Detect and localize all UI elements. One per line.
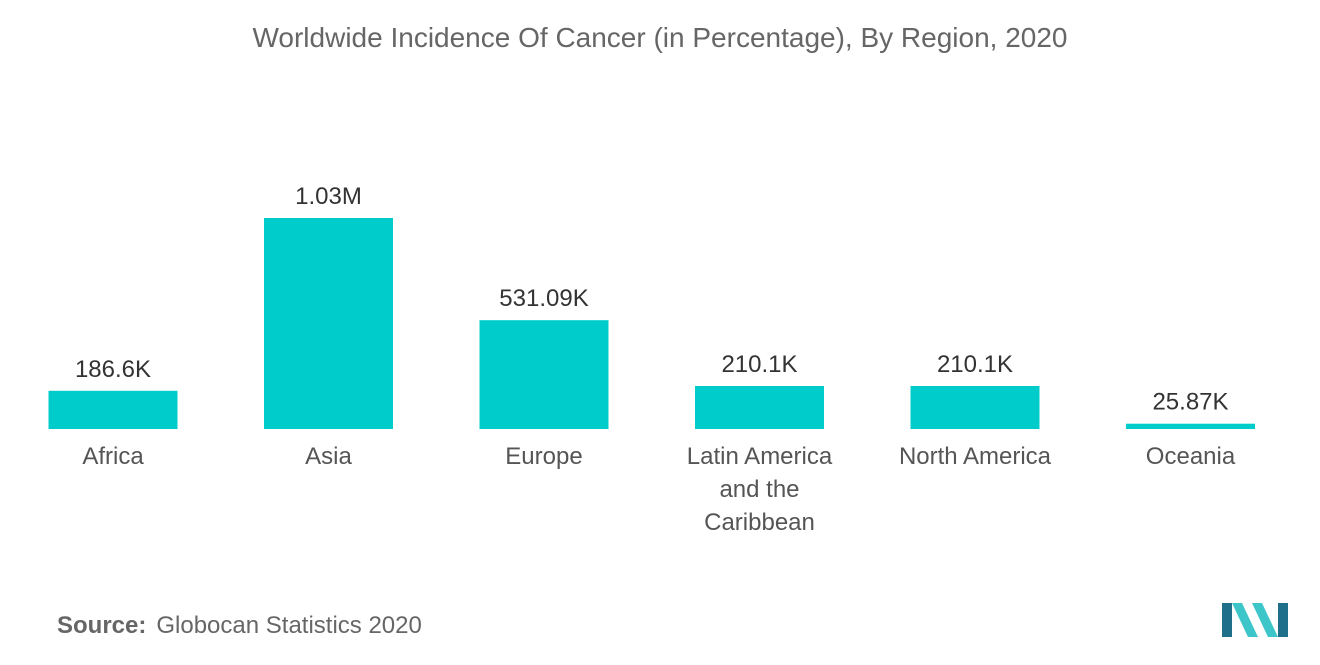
source-line: Source: Globocan Statistics 2020 bbox=[57, 612, 422, 640]
value-label-4: 210.1K bbox=[937, 351, 1013, 378]
bar-1 bbox=[264, 218, 393, 429]
category-line: Europe bbox=[505, 443, 582, 470]
bar-2 bbox=[479, 320, 609, 429]
bar-0 bbox=[48, 390, 178, 429]
category-line: and the bbox=[719, 476, 799, 503]
category-line: Caribbean bbox=[704, 509, 815, 536]
source-label: Source: bbox=[57, 612, 147, 639]
value-label-1: 1.03M bbox=[295, 183, 362, 210]
category-label-3: Latin America and the Caribbean bbox=[687, 443, 833, 536]
chart-title: Worldwide Incidence Of Cancer (in Percen… bbox=[252, 22, 1068, 53]
source-text: Globocan Statistics 2020 bbox=[156, 612, 422, 639]
value-labels-group: 186.6K 1.03M 531.09K 210.1K 210.1K 25.87K bbox=[75, 183, 1229, 416]
bar-5 bbox=[1126, 423, 1255, 429]
category-line: Oceania bbox=[1146, 443, 1236, 470]
logo-left-diag bbox=[1232, 603, 1258, 637]
category-label-4: North America bbox=[899, 443, 1052, 470]
value-label-5: 25.87K bbox=[1152, 389, 1228, 416]
bar-3 bbox=[695, 386, 824, 429]
logo-right-bar bbox=[1278, 603, 1288, 637]
bar-chart: 186.6K 1.03M 531.09K 210.1K 210.1K 25.87K Afr… bbox=[48, 183, 1255, 536]
logo-left-bar bbox=[1222, 603, 1232, 637]
category-line: Asia bbox=[305, 443, 352, 470]
category-line: Latin America bbox=[687, 443, 833, 470]
category-labels-group: Africa Asia Europe Latin America and the Cari… bbox=[82, 443, 1236, 536]
value-label-2: 531.09K bbox=[499, 285, 588, 312]
brand-logo-icon bbox=[1222, 603, 1288, 637]
category-line: North America bbox=[899, 443, 1052, 470]
category-label-5: Oceania bbox=[1146, 443, 1236, 470]
bar-4 bbox=[910, 386, 1040, 429]
value-label-3: 210.1K bbox=[721, 351, 797, 378]
category-label-1: Asia bbox=[305, 443, 352, 470]
category-label-0: Africa bbox=[82, 443, 144, 470]
logo-mid-diag bbox=[1252, 603, 1278, 637]
category-line: Africa bbox=[82, 443, 144, 470]
category-label-2: Europe bbox=[505, 443, 582, 470]
bars-group bbox=[48, 218, 1255, 429]
value-label-0: 186.6K bbox=[75, 356, 151, 383]
